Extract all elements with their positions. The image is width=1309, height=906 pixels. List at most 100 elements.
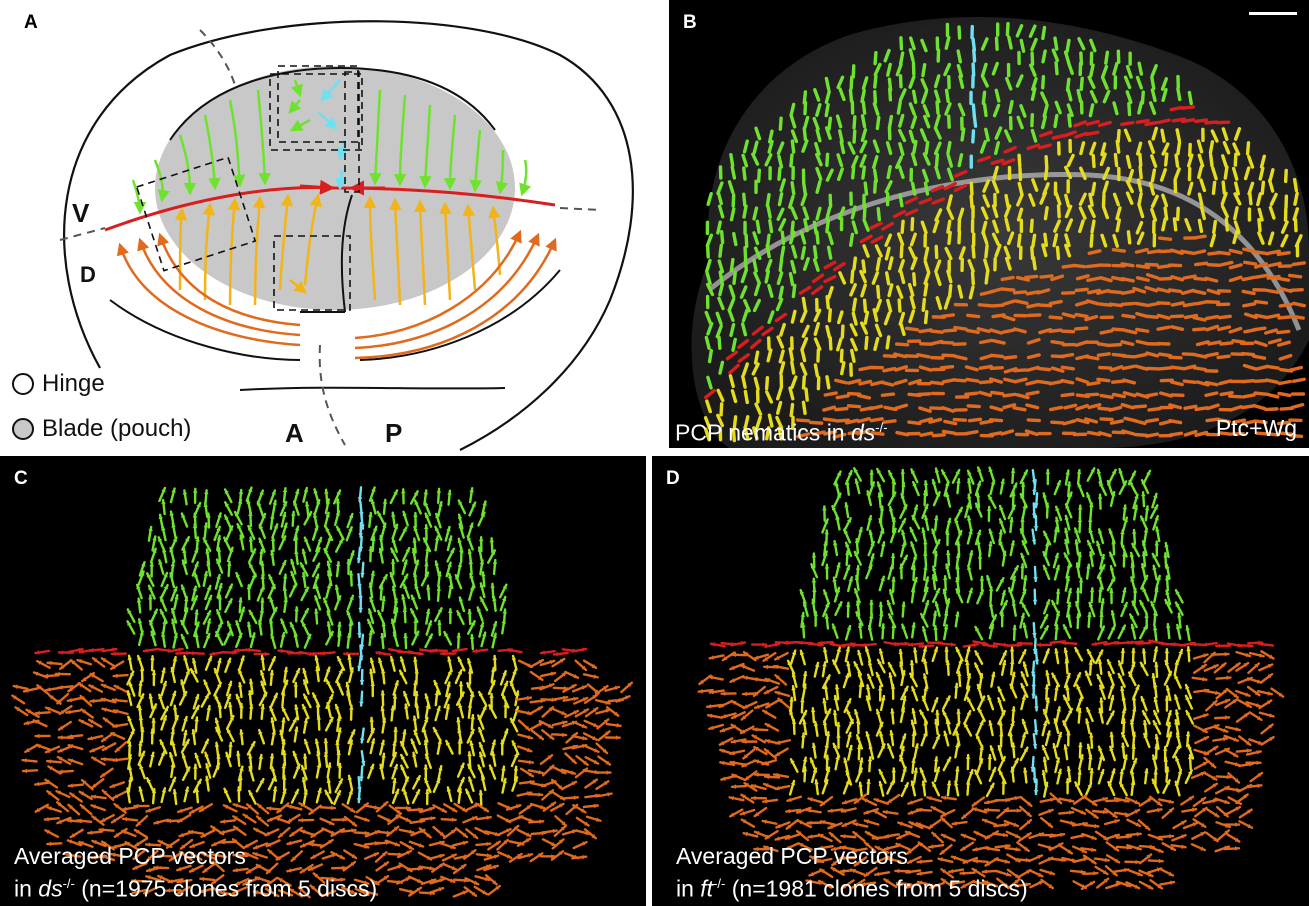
nematic-mark	[977, 155, 991, 163]
pcp-vector-head	[410, 739, 416, 745]
pcp-vector-head	[486, 864, 491, 869]
pcp-vector-head	[901, 671, 906, 676]
nematic-mark	[1075, 418, 1090, 425]
pcp-vector-head	[1042, 552, 1048, 557]
pcp-vector-head	[437, 739, 442, 745]
nematic-mark	[1150, 154, 1158, 168]
pcp-vector-head	[832, 541, 838, 546]
nematic-mark	[923, 309, 929, 325]
pcp-vector-head	[180, 620, 186, 626]
pcp-vector-head	[325, 499, 331, 504]
pcp-vector-head	[348, 790, 353, 795]
pcp-vector-head	[613, 711, 619, 716]
nematic-mark	[934, 208, 943, 222]
pcp-vector-head	[1177, 613, 1182, 618]
panel-a-schematic: A	[0, 0, 665, 452]
pcp-vector-head	[393, 599, 399, 604]
pcp-vector-head	[1097, 529, 1103, 534]
pcp-vector-head	[846, 626, 852, 631]
nematic-mark	[1109, 365, 1124, 372]
pcp-vector-head	[243, 880, 248, 886]
nematic-mark	[953, 354, 968, 361]
nematic-mark	[742, 192, 747, 207]
pcp-vector-head	[258, 730, 263, 735]
pcp-vector-head	[616, 723, 621, 728]
pcp-vector-head	[754, 655, 759, 660]
pcp-vector-head	[834, 685, 840, 690]
pcp-vector-head	[392, 694, 398, 699]
pcp-vector-head	[869, 600, 874, 605]
pcp-vector-head	[486, 853, 491, 858]
pcp-vector-head	[232, 650, 237, 655]
nematic-mark	[1003, 145, 1017, 154]
pcp-vector-head	[1054, 625, 1060, 630]
nematic-mark	[990, 158, 1005, 165]
pcp-vector-head	[368, 631, 373, 636]
nematic-mark	[922, 152, 931, 166]
nematic-mark	[847, 378, 862, 385]
pcp-vector-head	[909, 527, 915, 533]
pcp-vector-head	[306, 634, 311, 640]
pcp-vector-head	[168, 879, 173, 884]
pcp-vector-head	[1121, 709, 1127, 714]
pcp-vector-head	[159, 740, 165, 745]
nematic-mark	[1024, 274, 1039, 280]
pcp-vector-head	[314, 574, 320, 579]
nematic-mark	[717, 335, 722, 350]
pcp-vector-head	[204, 694, 209, 699]
pcp-vector-head	[58, 748, 63, 753]
pcp-vector-head	[122, 806, 127, 812]
pcp-vector-head	[128, 682, 134, 687]
nematic-mark	[801, 296, 807, 311]
nematic-mark	[744, 233, 749, 249]
nematic-mark	[1156, 264, 1172, 270]
pcp-vector-head	[1099, 612, 1104, 617]
nematic-mark	[1156, 313, 1171, 320]
pcp-vector-head	[267, 806, 272, 811]
nematic-mark	[1040, 91, 1049, 105]
pcp-vector-head	[81, 780, 87, 785]
pcp-vector-head	[923, 659, 928, 664]
nematic-mark	[850, 348, 856, 363]
pcp-vector-head	[396, 809, 401, 814]
pcp-vector-head	[1121, 625, 1126, 631]
pcp-vector-head	[246, 622, 252, 627]
pcp-vector-head	[292, 583, 297, 589]
pcp-vector-head	[359, 776, 364, 781]
nematic-mark	[850, 337, 858, 352]
pcp-vector-head	[138, 681, 143, 686]
pcp-vector-head	[1077, 505, 1083, 510]
pcp-vector-head	[178, 818, 183, 823]
nematic-mark	[1135, 327, 1150, 333]
pcp-vector-head	[1097, 494, 1103, 499]
nematic-mark	[1003, 355, 1018, 360]
nematic-mark	[765, 426, 771, 441]
pcp-vector-head	[870, 554, 875, 559]
nematic-mark	[883, 311, 891, 326]
pcp-vector-head	[269, 514, 275, 520]
pcp-vector-head	[112, 844, 117, 849]
nematic-mark	[1158, 276, 1173, 281]
pcp-vector-head	[986, 506, 992, 511]
pcp-vector-head	[854, 589, 859, 594]
pcp-vector-head	[447, 670, 452, 675]
nematic-mark	[1158, 391, 1173, 398]
pcp-vector-head	[434, 561, 440, 566]
nematic-mark	[1026, 302, 1041, 309]
nematic-mark	[1163, 152, 1169, 167]
pcp-vector-head	[193, 548, 199, 554]
pcp-vector-head	[111, 664, 116, 669]
pcp-vector-head	[551, 841, 556, 847]
pcp-vector-head	[206, 706, 212, 711]
pcp-vector-head	[213, 888, 219, 893]
pcp-vector-head	[596, 817, 601, 822]
pcp-vector-head	[229, 716, 234, 721]
pcp-vector-head	[1096, 469, 1102, 475]
nematic-mark	[1075, 377, 1090, 384]
pcp-vector-head	[326, 703, 331, 708]
pcp-vector-head	[1097, 674, 1102, 680]
nematic-mark	[815, 103, 822, 117]
nematic-mark	[1108, 302, 1124, 308]
nematic-mark	[989, 328, 1004, 335]
nematic-mark	[1039, 274, 1054, 279]
